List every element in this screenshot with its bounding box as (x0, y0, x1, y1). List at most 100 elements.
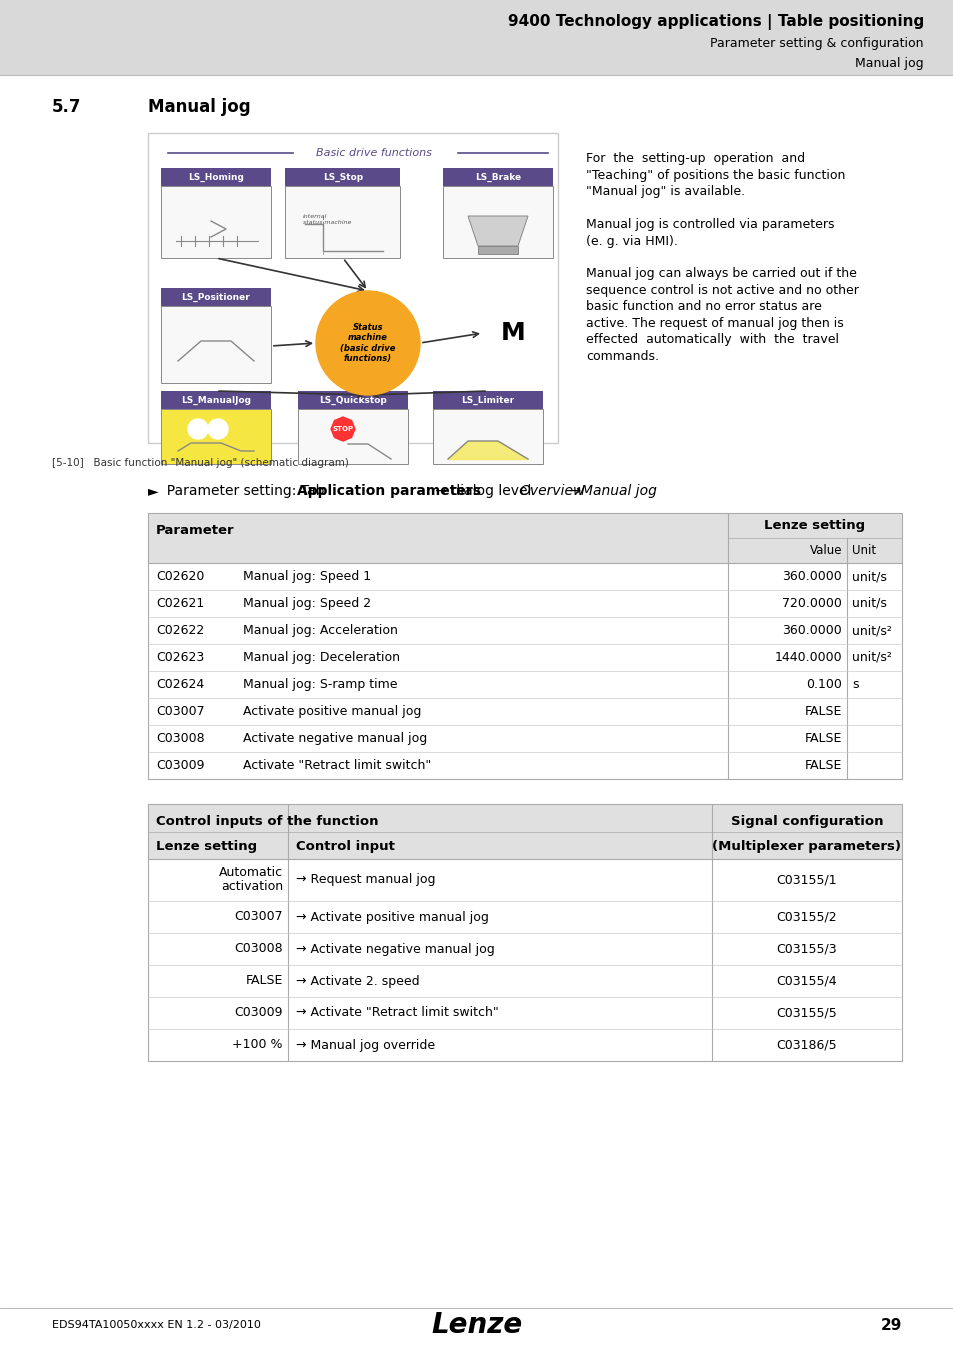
Text: LS_ManualJog: LS_ManualJog (181, 396, 251, 405)
Text: (e. g. via HMI).: (e. g. via HMI). (585, 235, 678, 247)
Text: → Activate negative manual jog: → Activate negative manual jog (295, 942, 495, 956)
Text: C03007: C03007 (234, 910, 283, 923)
Bar (433, 392, 542, 409)
Text: 5.7: 5.7 (52, 99, 81, 116)
Text: 1440.0000: 1440.0000 (774, 651, 841, 664)
Text: Control input: Control input (295, 840, 395, 853)
Text: C03155/4: C03155/4 (776, 975, 837, 987)
Text: FALSE: FALSE (803, 705, 841, 718)
Text: → Request manual jog: → Request manual jog (295, 873, 435, 887)
Text: C02623: C02623 (156, 651, 204, 664)
Text: Automatic: Automatic (218, 867, 283, 879)
Polygon shape (468, 216, 527, 246)
Text: → Activate positive manual jog: → Activate positive manual jog (295, 910, 488, 923)
Text: Manual jog: Acceleration: Manual jog: Acceleration (243, 624, 397, 637)
Text: C03155/1: C03155/1 (776, 873, 837, 887)
Text: Manual jog: Speed 2: Manual jog: Speed 2 (243, 597, 371, 610)
Text: "Teaching" of positions the basic function: "Teaching" of positions the basic functi… (585, 169, 844, 181)
Text: → Manual jog override: → Manual jog override (295, 1038, 435, 1052)
Text: 9400 Technology applications | Table positioning: 9400 Technology applications | Table pos… (507, 14, 923, 30)
Text: EDS94TA10050xxxx EN 1.2 - 03/2010: EDS94TA10050xxxx EN 1.2 - 03/2010 (52, 1320, 260, 1330)
Text: C03008: C03008 (156, 732, 204, 745)
Text: s: s (851, 678, 858, 691)
Bar (148, 805, 901, 859)
Text: C03007: C03007 (156, 705, 204, 718)
Text: Basic drive functions: Basic drive functions (315, 148, 431, 158)
Circle shape (208, 418, 228, 439)
Bar (161, 409, 271, 464)
Text: Signal configuration: Signal configuration (730, 814, 882, 828)
Text: Parameter setting: Tab: Parameter setting: Tab (158, 485, 329, 498)
Bar (161, 392, 271, 409)
Bar (161, 288, 271, 306)
Text: Parameter setting & configuration: Parameter setting & configuration (710, 38, 923, 50)
Text: LS_Limiter: LS_Limiter (461, 396, 514, 405)
Text: For  the  setting-up  operation  and: For the setting-up operation and (585, 153, 804, 165)
Text: Lenze setting: Lenze setting (156, 840, 257, 853)
Text: Lenze: Lenze (431, 1311, 522, 1339)
Text: C03186/5: C03186/5 (776, 1038, 837, 1052)
Text: active. The request of manual jog then is: active. The request of manual jog then i… (585, 317, 842, 329)
Text: [5-10]   Basic function "Manual jog" (schematic diagram): [5-10] Basic function "Manual jog" (sche… (52, 458, 349, 468)
Text: Activate positive manual jog: Activate positive manual jog (243, 705, 421, 718)
Text: C03009: C03009 (156, 759, 204, 772)
Polygon shape (477, 246, 517, 254)
Text: sequence control is not active and no other: sequence control is not active and no ot… (585, 284, 858, 297)
Text: Value: Value (809, 544, 841, 558)
Text: Manual jog: S-ramp time: Manual jog: S-ramp time (243, 678, 397, 691)
Text: C03155/2: C03155/2 (776, 910, 837, 923)
Text: STOP: STOP (332, 427, 354, 432)
Bar (297, 392, 408, 409)
Text: Unit: Unit (851, 544, 875, 558)
Bar (433, 409, 542, 464)
Bar (148, 513, 901, 563)
Text: FALSE: FALSE (803, 732, 841, 745)
Bar (148, 513, 901, 779)
Text: → Activate "Retract limit switch": → Activate "Retract limit switch" (295, 1007, 498, 1019)
Text: (Multiplexer parameters): (Multiplexer parameters) (712, 840, 901, 853)
Text: activation: activation (221, 880, 283, 894)
Text: Manual jog: Manual jog (855, 57, 923, 69)
Text: internal
status machine: internal status machine (303, 215, 351, 225)
Text: M: M (500, 321, 525, 346)
Text: C03155/5: C03155/5 (776, 1007, 837, 1019)
Text: Overview: Overview (519, 485, 584, 498)
Text: 0.100: 0.100 (805, 678, 841, 691)
Bar (148, 805, 901, 1061)
Text: unit/s²: unit/s² (851, 651, 891, 664)
Text: commands.: commands. (585, 350, 659, 363)
Circle shape (315, 292, 419, 396)
Text: "Manual jog" is available.: "Manual jog" is available. (585, 185, 744, 198)
Bar (148, 134, 558, 443)
Bar (285, 167, 400, 186)
Text: LS_Brake: LS_Brake (475, 173, 520, 181)
Bar (442, 167, 553, 186)
Text: 360.0000: 360.0000 (781, 570, 841, 583)
Text: unit/s: unit/s (851, 570, 886, 583)
Text: 720.0000: 720.0000 (781, 597, 841, 610)
Text: →: → (564, 485, 584, 498)
Text: C02624: C02624 (156, 678, 204, 691)
Text: C03009: C03009 (234, 1007, 283, 1019)
Text: Activate negative manual jog: Activate negative manual jog (243, 732, 427, 745)
Bar (161, 167, 271, 186)
Circle shape (482, 302, 542, 363)
Text: +100 %: +100 % (233, 1038, 283, 1052)
Text: Manual jog can always be carried out if the: Manual jog can always be carried out if … (585, 267, 856, 281)
Bar (442, 186, 553, 258)
Bar (285, 186, 400, 258)
Text: effected  automatically  with  the  travel: effected automatically with the travel (585, 333, 838, 347)
Text: Application parameters: Application parameters (296, 485, 480, 498)
Bar (0, 0, 953, 76)
Text: Manual jog: Manual jog (580, 485, 657, 498)
Text: FALSE: FALSE (803, 759, 841, 772)
Text: Manual jog: Speed 1: Manual jog: Speed 1 (243, 570, 371, 583)
Text: 360.0000: 360.0000 (781, 624, 841, 637)
Text: unit/s: unit/s (851, 597, 886, 610)
Text: → dialog level: → dialog level (431, 485, 536, 498)
Text: C03008: C03008 (234, 942, 283, 956)
Text: Activate "Retract limit switch": Activate "Retract limit switch" (243, 759, 431, 772)
Bar (161, 186, 271, 258)
Text: ►: ► (148, 485, 158, 498)
Text: Lenze setting: Lenze setting (763, 518, 864, 532)
